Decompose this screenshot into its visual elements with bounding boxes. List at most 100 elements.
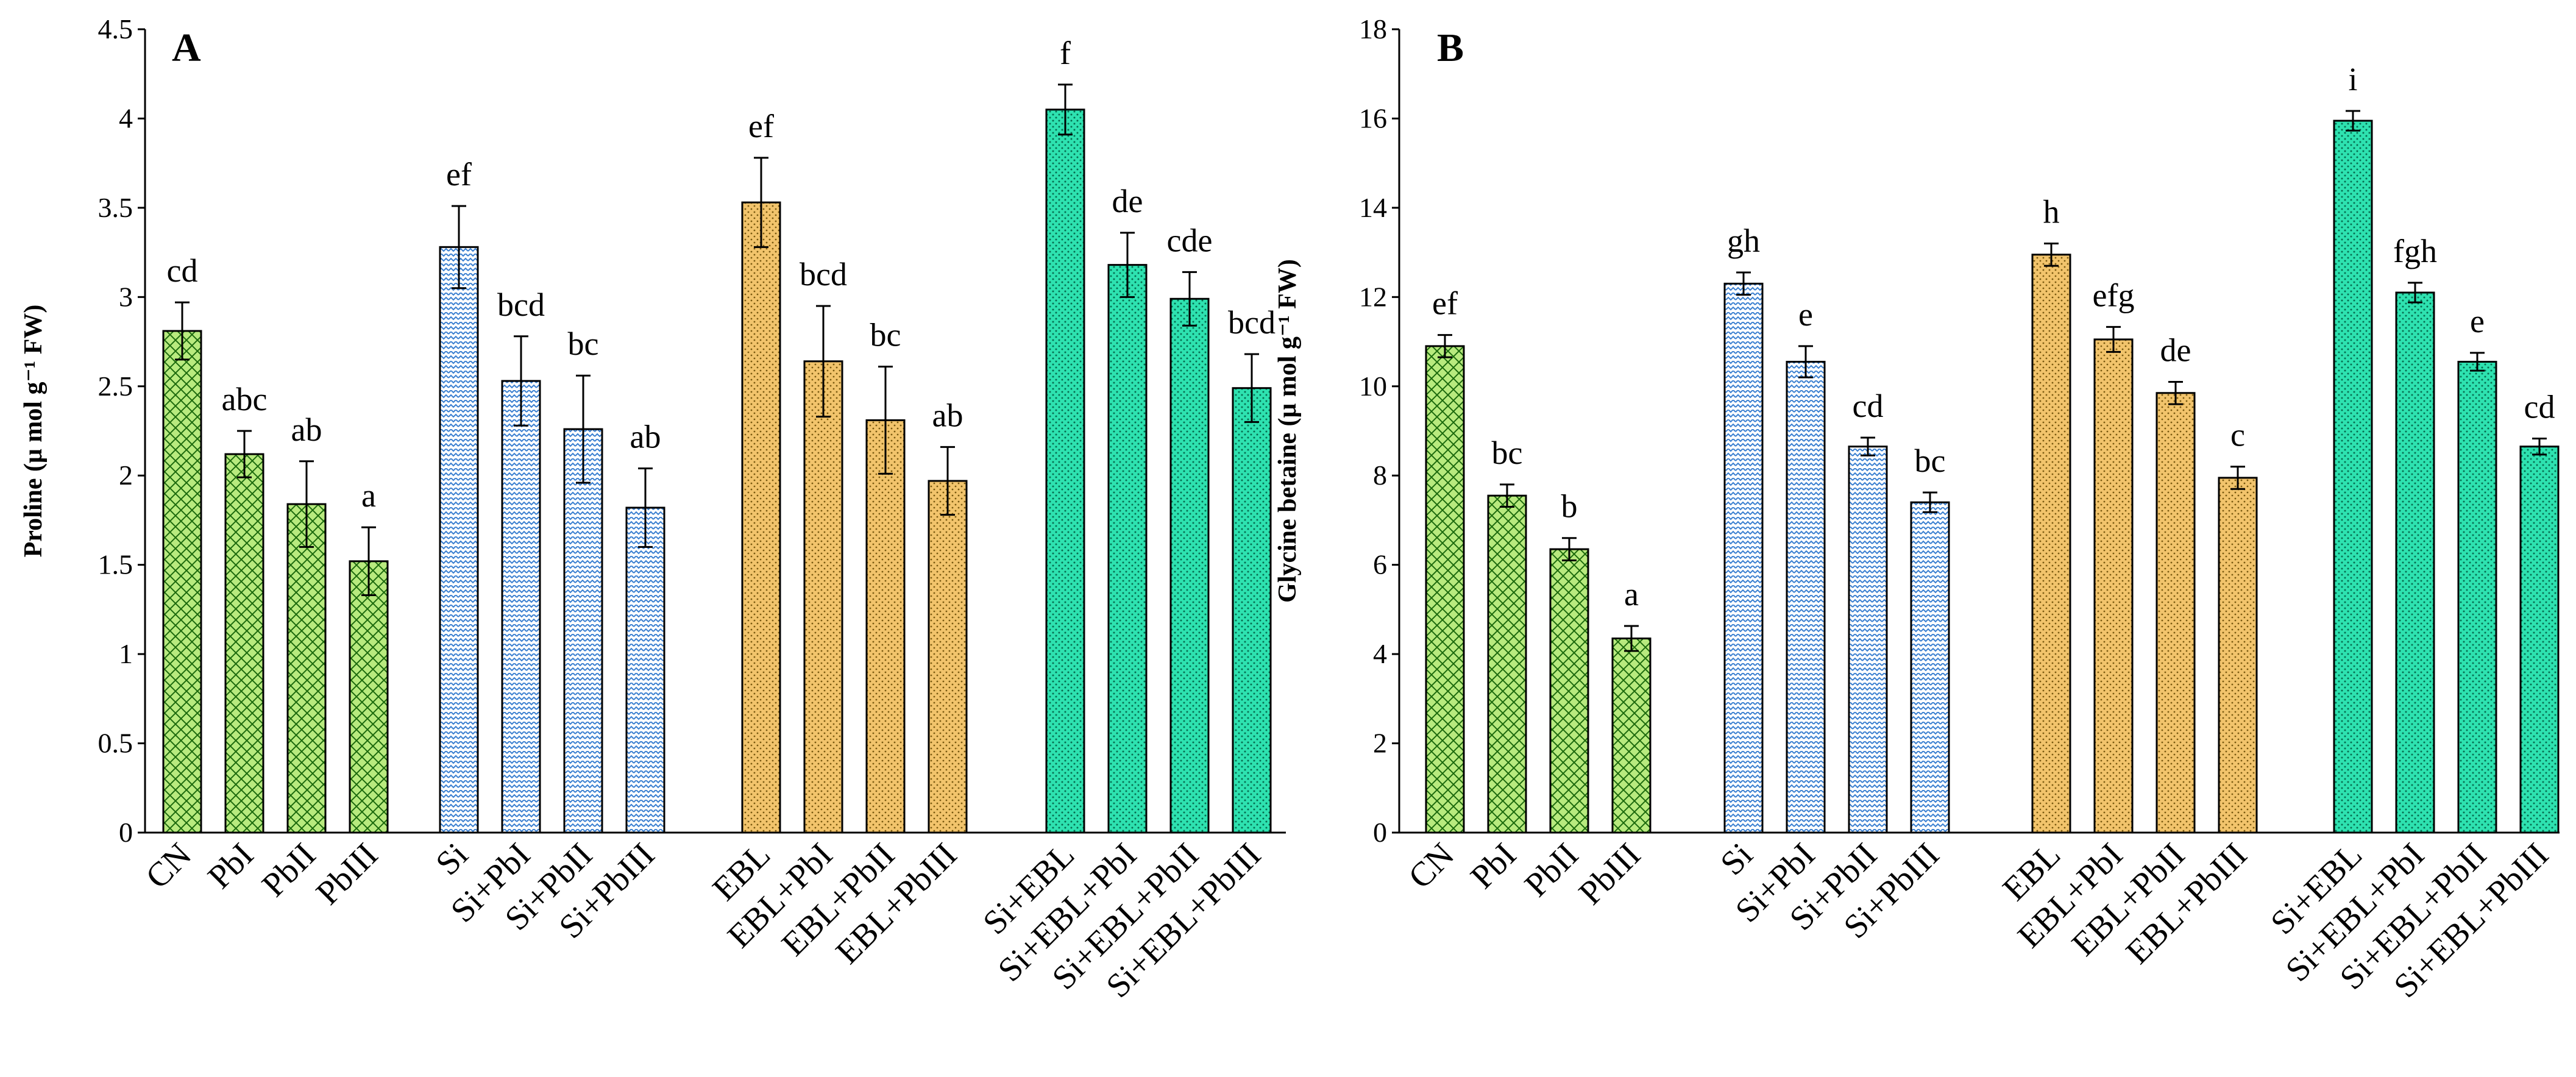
y-tick-label: 16 — [1359, 102, 1387, 133]
y-tick-label: 0.5 — [98, 728, 133, 759]
significance-letter: cd — [167, 252, 198, 289]
x-tick-label: PbIII — [1572, 836, 1648, 912]
significance-letter: c — [2230, 417, 2245, 453]
y-tick-label: 2 — [1373, 728, 1387, 759]
bar — [563, 428, 603, 834]
bar — [2218, 477, 2258, 834]
y-tick-label: 12 — [1359, 281, 1387, 312]
significance-letter: bcd — [1228, 304, 1276, 341]
panel-label: B — [1437, 26, 1464, 70]
bar — [1487, 494, 1527, 834]
significance-letter: f — [1060, 35, 1071, 71]
significance-letter: ab — [932, 397, 963, 433]
significance-letter: ab — [291, 411, 322, 448]
y-tick-label: 4 — [119, 102, 133, 133]
y-tick-label: 1.5 — [98, 549, 133, 580]
bar — [1723, 282, 1764, 834]
bar — [1232, 387, 1272, 834]
panel-a: 0 0.5 1 1.5 2 2.5 3 3.5 4 4.5 Proline (μ mol g⁻¹ F… — [20, 13, 1286, 1005]
significance-letter: e — [1798, 296, 1813, 333]
y-axis-title: Glycine betaine (μ mol g⁻¹ FW) — [1274, 259, 1302, 603]
significance-letter: de — [2160, 332, 2191, 368]
significance-letter: fgh — [2393, 233, 2437, 269]
bar — [1786, 361, 1826, 834]
y-tick-label: 6 — [1373, 549, 1387, 580]
significance-letter: cde — [1167, 222, 1213, 258]
bar — [224, 453, 264, 834]
y-tick-label: 8 — [1373, 460, 1387, 491]
x-tick-label: PbI — [1463, 836, 1524, 896]
bar — [1848, 446, 1888, 834]
bar — [439, 246, 479, 834]
y-axis-title: Proline (μ mol g⁻¹ FW) — [20, 305, 48, 558]
y-tick-label: 1 — [119, 638, 133, 669]
y-tick-label: 14 — [1359, 192, 1387, 223]
significance-letter: abc — [222, 381, 268, 418]
x-tick-label: PbIII — [309, 836, 385, 912]
bar — [803, 360, 843, 834]
significance-letter: cd — [1853, 388, 1884, 424]
bar — [501, 380, 541, 834]
x-tick-label: PbII — [255, 836, 323, 904]
significance-letter: bc — [568, 325, 599, 362]
bar — [1169, 297, 1210, 834]
y-tick-label: 2.5 — [98, 371, 133, 402]
y-tick-label: 0 — [119, 817, 133, 848]
x-tick-label: Si — [1713, 836, 1760, 883]
significance-letter: bc — [870, 317, 901, 354]
bar — [2031, 254, 2071, 834]
significance-letter: bc — [1492, 435, 1523, 471]
bar — [2395, 291, 2435, 834]
significance-letter: ef — [748, 108, 774, 144]
bar — [286, 503, 327, 834]
bar — [1549, 548, 1589, 834]
significance-letter: e — [2470, 303, 2485, 339]
bar — [349, 560, 389, 834]
x-tick-label: Si — [428, 836, 475, 883]
y-tick-label: 10 — [1359, 371, 1387, 402]
bar — [2156, 392, 2196, 834]
significance-letter: h — [2043, 193, 2060, 230]
bar — [625, 507, 665, 834]
bar — [1107, 264, 1148, 834]
significance-letter: ef — [446, 156, 472, 193]
y-tick-label: 3 — [119, 281, 133, 312]
bar — [2093, 338, 2134, 834]
panel-b: 0 2 4 6 8 10 12 14 16 18 Glycine betaine (μ mol g⁻… — [1274, 13, 2560, 1005]
significance-letter: de — [1112, 183, 1143, 219]
significance-letter: gh — [1727, 222, 1760, 259]
significance-letter: bcd — [497, 286, 545, 323]
significance-letter: efg — [2093, 277, 2135, 313]
y-tick-label: 3.5 — [98, 192, 133, 223]
x-tick-label: CN — [1401, 836, 1461, 896]
bar — [1910, 501, 1950, 834]
bar — [1425, 345, 1465, 834]
y-tick-label: 0 — [1373, 817, 1387, 848]
significance-letter: a — [1624, 576, 1639, 613]
y-tick-label: 18 — [1359, 13, 1387, 44]
significance-letter: cd — [2524, 388, 2555, 425]
bar — [2333, 119, 2373, 834]
significance-letter: a — [361, 477, 376, 514]
significance-letter: b — [1561, 488, 1578, 525]
bar — [741, 201, 781, 834]
bar — [2519, 446, 2560, 834]
x-tick-label: PbI — [200, 836, 261, 896]
y-tick-label: 2 — [119, 460, 133, 491]
x-tick-label: CN — [138, 836, 199, 896]
x-tick-label: PbII — [1517, 836, 1586, 904]
significance-letter: bcd — [800, 256, 847, 293]
bar — [1611, 637, 1652, 834]
bar — [865, 419, 906, 834]
significance-letter: ef — [1432, 285, 1458, 322]
bar — [2457, 361, 2497, 834]
panel-label: A — [172, 26, 201, 70]
y-tick-label: 4.5 — [98, 13, 133, 44]
bar — [1045, 108, 1085, 834]
bar — [928, 480, 968, 834]
bar — [162, 330, 202, 834]
significance-letter: bc — [1915, 443, 1946, 479]
significance-letter: i — [2348, 61, 2357, 98]
y-tick-label: 4 — [1373, 638, 1387, 669]
